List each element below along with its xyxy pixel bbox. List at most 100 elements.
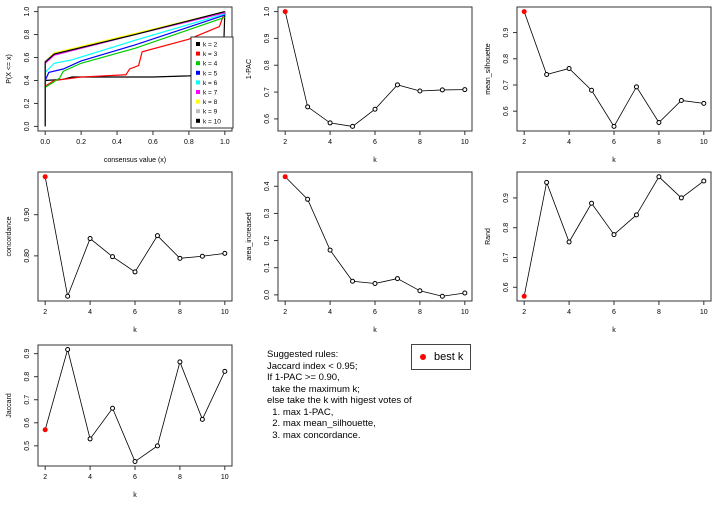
y-axis-label: area_increased (246, 212, 253, 260)
y-tick-label: 0.7 (503, 253, 510, 263)
y-tick-label: 0.9 (503, 28, 510, 38)
x-tick-label: 1.0 (220, 139, 230, 146)
ecdf-line (44, 11, 226, 127)
legend-swatch (196, 61, 200, 66)
best-k-legend: best k (411, 344, 471, 370)
best-k-point (282, 9, 288, 15)
plot-frame (37, 344, 233, 467)
legend-label: k = 3 (203, 51, 218, 58)
panel-jaccard (34, 344, 233, 470)
x-tick-label: 6 (373, 139, 377, 146)
legend-label: k = 4 (203, 61, 218, 68)
data-point (65, 346, 71, 352)
metric-line (44, 176, 225, 298)
data-point (222, 368, 228, 374)
data-point (372, 106, 378, 112)
data-point (394, 82, 400, 88)
data-point (611, 123, 617, 129)
data-point (633, 212, 639, 218)
legend-label: k = 5 (203, 70, 218, 77)
data-point (544, 179, 550, 185)
data-point (417, 288, 423, 294)
legend-label: k = 8 (203, 99, 218, 106)
plot-frame (277, 6, 473, 132)
y-tick-label: 0.4 (24, 76, 31, 86)
y-tick-label: 0.6 (503, 106, 510, 116)
data-point (611, 232, 617, 238)
x-tick-label: 4 (328, 139, 332, 146)
legend-label: k = 6 (203, 80, 218, 87)
x-tick-label: 6 (612, 139, 616, 146)
panel-silhouette (513, 6, 712, 135)
y-tick-label: 0.6 (24, 418, 31, 428)
data-point (589, 87, 595, 93)
data-point (566, 239, 572, 245)
legend-swatch (196, 118, 200, 123)
data-point (544, 72, 550, 78)
legend-label: k = 7 (203, 90, 218, 97)
panel-rand (513, 171, 712, 305)
y-tick-label: 0.9 (503, 193, 510, 203)
y-tick-label: 0.7 (503, 80, 510, 90)
y-tick-label: 0.6 (264, 114, 271, 124)
y-axis-label: Rand (485, 228, 492, 245)
best-k-point (42, 427, 48, 433)
legend-swatch (196, 51, 200, 56)
data-point (65, 293, 71, 299)
data-point (222, 250, 228, 256)
data-point (372, 280, 378, 286)
y-tick-label: 0.2 (24, 98, 31, 108)
y-axis-label: P(X <= x) (6, 54, 13, 84)
x-tick-label: 8 (178, 474, 182, 481)
y-tick-label: 0.7 (24, 395, 31, 405)
x-tick-label: 10 (221, 474, 229, 481)
x-tick-label: 8 (657, 139, 661, 146)
data-point (350, 123, 356, 129)
y-tick-label: 0.6 (24, 53, 31, 63)
y-tick-label: 0.6 (503, 282, 510, 292)
data-point (327, 120, 333, 126)
y-axis-label: mean_silhouette (485, 43, 492, 94)
x-tick-label: 8 (178, 309, 182, 316)
data-point (110, 254, 116, 260)
data-point (110, 405, 116, 411)
data-point (394, 276, 400, 282)
data-point (656, 174, 662, 180)
y-tick-label: 0.4 (264, 181, 271, 191)
best-k-point (521, 9, 527, 15)
x-tick-label: 10 (221, 309, 229, 316)
data-point (633, 84, 639, 90)
x-tick-label: 10 (700, 309, 708, 316)
legend-swatch (196, 90, 200, 94)
y-tick-label: 0.7 (264, 87, 271, 97)
x-tick-label: 6 (373, 309, 377, 316)
x-tick-label: 8 (418, 309, 422, 316)
legend-label: k = 9 (203, 109, 218, 116)
y-tick-label: 0.8 (503, 223, 510, 233)
metric-line (284, 176, 465, 297)
legend-swatch (196, 109, 200, 114)
x-tick-label: 2 (43, 309, 47, 316)
legend-label: k = 10 (203, 118, 221, 125)
y-tick-label: 0.2 (264, 236, 271, 246)
x-tick-label: 2 (522, 309, 526, 316)
y-tick-label: 0.0 (264, 290, 271, 300)
y-tick-label: 0.8 (24, 30, 31, 40)
y-tick-label: 0.0 (24, 121, 31, 131)
data-point (132, 459, 138, 465)
x-axis-label: k (612, 327, 616, 334)
data-point (305, 196, 311, 202)
data-point (417, 88, 423, 94)
data-point (462, 87, 468, 93)
data-point (678, 195, 684, 201)
x-tick-label: 8 (418, 139, 422, 146)
data-point (439, 87, 445, 93)
y-tick-label: 1.0 (24, 7, 31, 17)
data-point (327, 247, 333, 253)
y-tick-label: 0.5 (24, 441, 31, 451)
data-point (177, 255, 183, 261)
x-tick-label: 0.8 (184, 139, 194, 146)
x-tick-label: 2 (522, 139, 526, 146)
plot-frame (37, 171, 233, 302)
